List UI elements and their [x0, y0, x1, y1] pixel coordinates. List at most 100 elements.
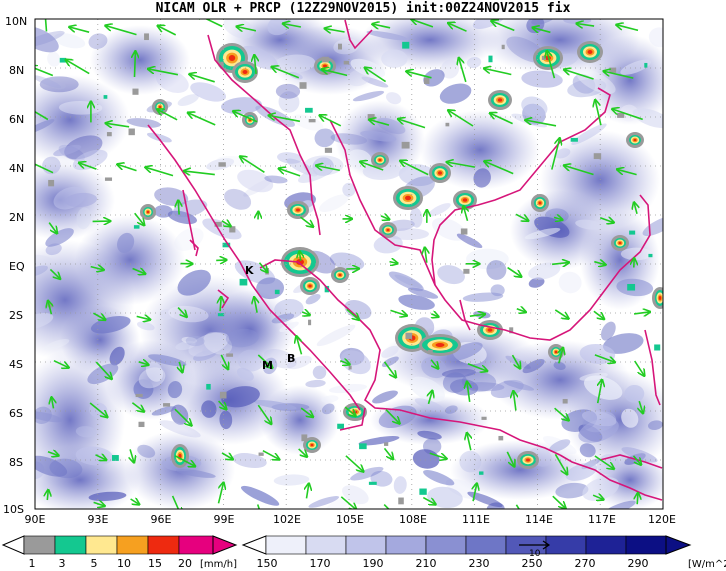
olr-cloud-patch — [237, 169, 274, 193]
lon-tick-label: 111E — [462, 513, 490, 526]
precip-cell-core — [487, 328, 493, 332]
olr-cloud-patch — [549, 439, 571, 453]
olr-colorbar-swatch — [345, 535, 387, 555]
wind-vector — [138, 362, 149, 365]
precip-speck — [343, 60, 350, 65]
lat-tick-label: 10S — [3, 503, 24, 516]
olr-cloud-patch — [398, 164, 437, 187]
precip-colorbar-swatch — [54, 535, 87, 555]
olr-cloud-patch — [159, 420, 201, 438]
precip-speck — [214, 221, 222, 227]
olr-colorbar-swatch — [625, 535, 667, 555]
olr-cloud-patch — [466, 57, 482, 69]
precip-speck — [337, 423, 345, 429]
wind-vector — [130, 499, 140, 505]
wind-vector — [322, 69, 348, 77]
lat-tick-label: 8N — [9, 64, 24, 77]
olr-cloud-patch — [201, 400, 217, 418]
olr-cloud-patch — [289, 71, 303, 80]
precip-speck — [104, 177, 113, 181]
precip-speck — [135, 393, 143, 398]
wind-vector — [448, 23, 467, 32]
wind-vector — [51, 397, 53, 409]
olr-cloud-patch — [232, 453, 267, 469]
precip-cell-core — [497, 98, 503, 102]
olr-colorbar-low-arrow — [241, 535, 267, 555]
precip-colorbar-swatch — [23, 535, 56, 555]
precip-colorbar: 1 3 5 10 15 20 [mm/h] — [1, 535, 238, 570]
precip-colorbar-label: 5 — [91, 557, 98, 570]
wind-vector — [467, 433, 471, 451]
wind-vector — [554, 407, 569, 420]
lon-tick-label: 96E — [151, 513, 172, 526]
olr-cloud-blob — [75, 215, 185, 305]
olr-colorbar-label: 270 — [575, 557, 596, 570]
precip-speck — [337, 43, 342, 50]
olr-cloud-patch — [648, 27, 663, 48]
precip-speck — [562, 398, 568, 404]
precip-cell-core — [587, 50, 593, 54]
wind-vector — [430, 359, 438, 369]
olr-cloud-patch — [35, 265, 48, 277]
olr-cloud-blob — [90, 25, 190, 95]
olr-cloud-blob — [260, 385, 340, 455]
wind-vector — [299, 251, 300, 261]
olr-cloud-patch — [521, 70, 563, 88]
olr-cloud-patch — [582, 476, 620, 501]
precip-speck — [541, 55, 546, 60]
precip-speck — [629, 230, 636, 235]
wind-vector — [53, 359, 69, 368]
olr-colorbar-swatch — [385, 535, 427, 555]
precip-speck — [229, 226, 236, 233]
precip-cells — [47, 33, 663, 505]
place-label-b: B — [287, 352, 295, 365]
precip-colorbar-label: 1 — [29, 557, 36, 570]
precip-speck — [427, 349, 433, 355]
wind-vector — [257, 404, 271, 424]
lon-tick-label: 102E — [273, 513, 301, 526]
olr-cloud-patch — [576, 68, 616, 94]
precip-colorbar-swatch — [178, 535, 214, 555]
lat-tick-label: 6N — [9, 113, 24, 126]
olr-cloud-patch — [555, 148, 571, 159]
precip-speck — [617, 112, 625, 118]
olr-cloud-patch — [185, 335, 205, 347]
precip-colorbar-swatch — [116, 535, 149, 555]
precip-speck — [217, 313, 225, 317]
wind-vector — [554, 309, 569, 319]
precip-colorbar-low-arrow — [1, 535, 25, 555]
olr-cloud-patch — [35, 312, 54, 330]
precip-cell-core — [435, 343, 445, 347]
lon-tick-label: 108E — [399, 513, 427, 526]
wind-vector — [383, 361, 397, 378]
olr-cloud-patch — [486, 260, 507, 280]
olr-cloud-patch — [558, 271, 582, 294]
lat-tick-label: 8S — [9, 456, 23, 469]
wind-vector — [134, 212, 145, 225]
place-label-k: K — [245, 264, 254, 277]
precip-speck — [384, 442, 389, 446]
olr-cloud-patch — [87, 363, 119, 385]
wind-vector — [411, 19, 434, 28]
olr-cloud-blob — [585, 35, 663, 125]
wind-vector — [218, 400, 227, 409]
wind-vector — [448, 110, 474, 127]
wind-vector — [515, 504, 521, 509]
olr-cloud-patch — [441, 368, 476, 378]
wind-vector — [592, 495, 604, 500]
precip-colorbar-swatch — [85, 535, 118, 555]
precip-cell-core — [338, 273, 342, 277]
precip-cell-core — [538, 201, 542, 205]
precip-speck — [398, 497, 404, 505]
olr-cloud-patch — [53, 33, 86, 49]
wind-vector — [157, 26, 177, 36]
olr-colorbar-label: 210 — [416, 557, 437, 570]
precip-speck — [424, 77, 430, 84]
wind-vector — [425, 247, 427, 263]
olr-colorbar-label: 290 — [628, 557, 649, 570]
wind-vector — [484, 68, 512, 76]
reference-vector-head — [542, 540, 551, 550]
wind-vector — [639, 400, 643, 414]
olr-cloud-patch — [35, 406, 52, 425]
lon-tick-label: 99E — [214, 513, 235, 526]
